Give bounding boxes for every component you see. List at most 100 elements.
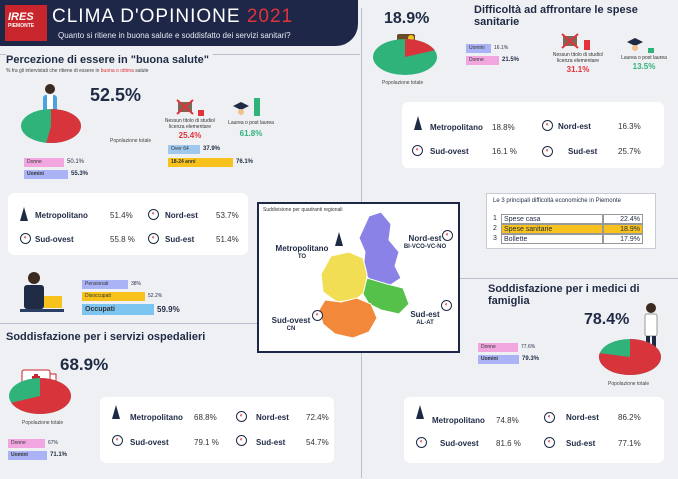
compass-icon: ◐ bbox=[148, 209, 159, 220]
ospedali-total-label: Popolazione totale bbox=[22, 420, 64, 426]
row-value: 17.9% bbox=[603, 234, 643, 244]
health-title: Percezione di essere in "buona salute" bbox=[6, 54, 214, 66]
map-label-text: Metropolitano bbox=[275, 244, 329, 253]
region-name-metropolitano: Metropolitano bbox=[35, 211, 88, 220]
spese-edu-low-label: Nessun titolo di studio/ licenza element… bbox=[552, 52, 604, 64]
ospedali-title: Soddisfazione per i servizi ospedalieri bbox=[6, 331, 206, 343]
pie-slice-value bbox=[11, 378, 72, 414]
health-gender-bars: Donne Uomini bbox=[24, 158, 68, 179]
map-label-text: Sud-est bbox=[410, 310, 440, 319]
map-label-nordest: Nord-est BI-VCO-VC-NO bbox=[395, 234, 455, 252]
region-value-metropolitano: 51.4% bbox=[110, 211, 133, 220]
region-name-sudovest: Sud-ovest bbox=[35, 235, 74, 244]
title-text: CLIMA D'OPINIONE bbox=[52, 6, 241, 27]
medici-regions: Metropolitano 74.8% ◐ Nord-est 86.2% ◐ S… bbox=[404, 397, 664, 463]
page-title: CLIMA D'OPINIONE 2021 bbox=[52, 6, 293, 28]
compass-icon: ◐ bbox=[544, 412, 555, 423]
gender-bar-label: Donne bbox=[11, 440, 26, 446]
age-bar-18-24: 18-24 anni bbox=[168, 158, 233, 167]
medici-pie-svg bbox=[599, 339, 661, 375]
health-pie bbox=[20, 108, 82, 144]
row-label: Spese casa bbox=[501, 214, 603, 224]
compass-icon: ◐ bbox=[20, 233, 31, 244]
medici-uomini-value: 79.3% bbox=[522, 356, 540, 362]
spese-uomini-value: 16.1% bbox=[494, 45, 509, 51]
spese-gender-bars: Uomini Donne bbox=[466, 44, 499, 65]
gender-bar-uomini-value: 55.3% bbox=[71, 171, 89, 177]
mole-antonelliana-icon bbox=[335, 232, 343, 246]
health-note: % fra gli intervistati che ritiene di es… bbox=[6, 68, 149, 74]
map-region-metropolitano bbox=[320, 251, 368, 303]
ospedali-regions: Metropolitano 68.8% ◐ Nord-est 72.4% ◐ S… bbox=[100, 397, 334, 463]
spese-pie bbox=[372, 38, 438, 76]
ospedali-regions-card bbox=[100, 397, 334, 463]
health-age-bars: Over 64 18-24 anni bbox=[168, 145, 233, 167]
medici-title: Soddisfazione per i medici di famiglia bbox=[488, 283, 640, 307]
health-note-highlight: buona o ottima bbox=[100, 68, 134, 74]
mole-antonelliana-icon bbox=[112, 405, 120, 419]
graduation-cap-icon bbox=[626, 36, 644, 52]
health-note-prefix: % fra gli intervistati che ritiene di es… bbox=[6, 68, 101, 74]
table-row: 1 Spese casa 22.4% bbox=[493, 214, 643, 224]
work-bar-occupati-value: 59.9% bbox=[157, 305, 180, 314]
pie-slice-value bbox=[46, 109, 82, 143]
region-name-sudovest: Sud-ovest bbox=[440, 439, 479, 448]
gender-bar-uomini: Uomini bbox=[478, 355, 519, 364]
row-label: Bollette bbox=[501, 234, 603, 244]
region-value-sudest: 77.1% bbox=[618, 439, 641, 448]
region-name-metropolitano: Metropolitano bbox=[430, 123, 483, 132]
gender-bar-donne-value: 50.1% bbox=[67, 159, 85, 165]
region-value-sudest: 54.7% bbox=[306, 438, 329, 447]
age-bar-over64-value: 37.9% bbox=[203, 146, 221, 152]
map-label-sub: CN bbox=[286, 326, 296, 332]
medici-regions-card bbox=[404, 397, 664, 463]
medici-total-label: Popolazione totale bbox=[608, 381, 650, 387]
work-bar-occupati: Occupati bbox=[82, 304, 154, 315]
medici-donne-value: 77.6% bbox=[521, 344, 536, 350]
gender-bar-donne: Donne bbox=[8, 439, 45, 448]
no-diploma-bar bbox=[584, 40, 590, 50]
title-year: 2021 bbox=[246, 6, 294, 27]
region-value-metropolitano: 68.8% bbox=[194, 413, 217, 422]
work-bar-label: Pensionati bbox=[85, 281, 109, 287]
page-header bbox=[0, 0, 358, 46]
map-label-sub: TO bbox=[297, 254, 307, 260]
spese-donne-value: 21.5% bbox=[502, 57, 520, 63]
spese-total-label: Popolazione totale bbox=[382, 80, 424, 86]
region-name-nordest: Nord-est bbox=[566, 413, 599, 422]
region-name-sudest: Sud-est bbox=[165, 235, 195, 244]
region-name-sudest: Sud-est bbox=[566, 439, 596, 448]
compass-icon: ◐ bbox=[442, 230, 453, 241]
spese-regions-card bbox=[402, 102, 664, 168]
health-note-suffix: salute bbox=[133, 68, 149, 74]
ospedali-donne-value: 67% bbox=[48, 440, 59, 446]
work-bar-disoccupati-value: 52.2% bbox=[148, 293, 163, 299]
map-region-sudest bbox=[362, 277, 410, 315]
region-name-sudovest: Sud-ovest bbox=[430, 147, 469, 156]
work-bar-label: Disoccupati bbox=[85, 293, 111, 299]
region-value-nordest: 16.3% bbox=[618, 122, 641, 131]
work-bar-label: Occupati bbox=[85, 306, 115, 313]
map-label-sudest: Sud-est AL-AT bbox=[397, 310, 453, 328]
compass-icon: ◐ bbox=[416, 437, 427, 448]
gender-bar-donne: Donne bbox=[24, 158, 64, 167]
worker-figure-icon bbox=[14, 270, 66, 318]
compass-icon: ◐ bbox=[312, 310, 323, 321]
graduate-bar bbox=[254, 98, 260, 116]
health-edu-high-label: Laurea o post laurea bbox=[228, 120, 274, 126]
work-bar-pensionati-value: 38% bbox=[131, 281, 142, 287]
work-bar-disoccupati: Disoccupati bbox=[82, 292, 145, 301]
region-value-sudest: 25.7% bbox=[618, 147, 641, 156]
map-label-text: Nord-est bbox=[408, 234, 442, 243]
medici-gender-bars: Donne Uomini bbox=[478, 343, 519, 364]
table-row: 3 Bollette 17.9% bbox=[493, 234, 643, 244]
region-name-sudest: Sud-est bbox=[256, 438, 286, 447]
age-bar-over64: Over 64 bbox=[168, 145, 200, 154]
ospedali-pie bbox=[8, 377, 72, 415]
region-map: Suddivisione per quadranti regionali Met… bbox=[257, 202, 460, 353]
compass-icon: ◐ bbox=[236, 435, 247, 446]
region-value-nordest: 53.7% bbox=[216, 211, 239, 220]
gender-bar-label: Donne bbox=[469, 57, 484, 63]
spese-pie-svg bbox=[373, 39, 437, 75]
left-horizontal-divider bbox=[0, 323, 257, 324]
